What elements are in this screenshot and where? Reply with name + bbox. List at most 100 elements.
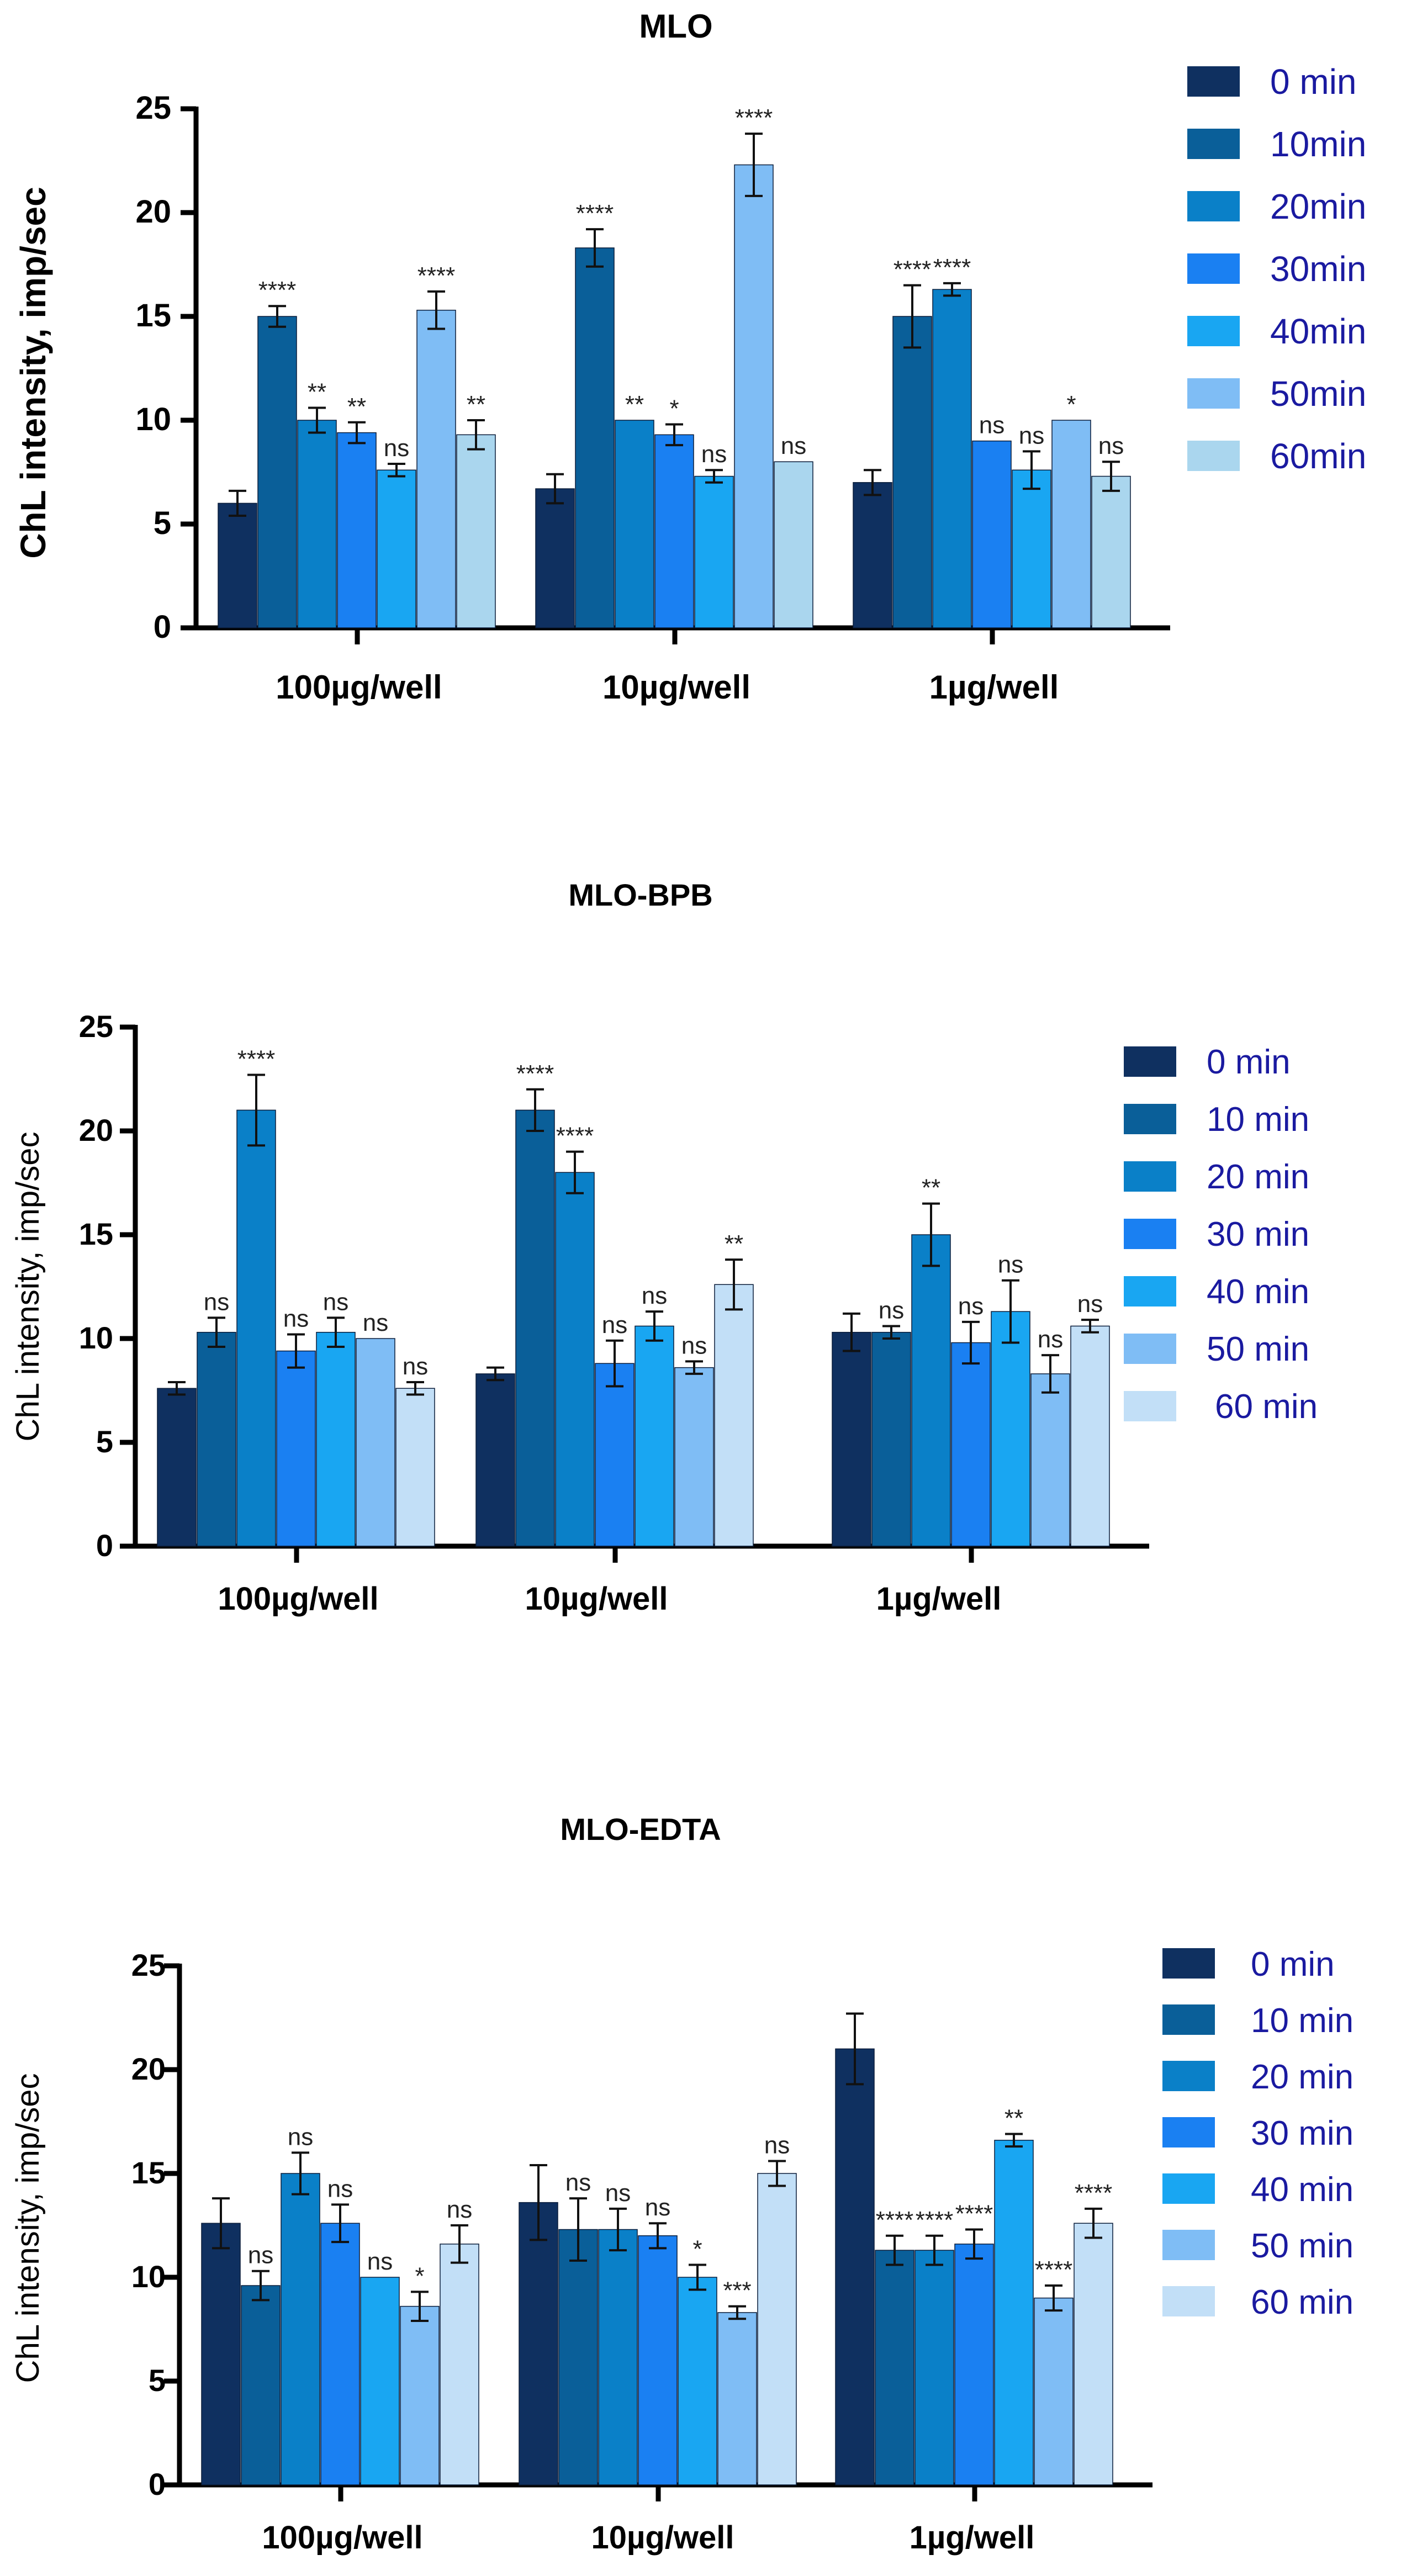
legend-swatch xyxy=(1162,2173,1215,2204)
legend-swatch xyxy=(1124,1046,1176,1077)
legend-swatch xyxy=(1187,316,1240,346)
legend-label: 40min xyxy=(1270,311,1366,351)
significance-label: **** xyxy=(894,256,932,283)
significance-label: ** xyxy=(625,391,644,418)
bar xyxy=(257,316,297,628)
significance-label: ns xyxy=(764,2131,790,2159)
chart-title: MLO-EDTA xyxy=(560,1812,721,1847)
x-tick-label: 1µg/well xyxy=(876,1581,1002,1617)
legend-label: 30 min xyxy=(1207,1215,1309,1253)
bar xyxy=(416,309,456,628)
bar xyxy=(1070,1325,1110,1547)
x-tick-label: 1µg/well xyxy=(910,2520,1035,2556)
legend-swatch xyxy=(1162,2117,1215,2147)
x-tick-label: 100µg/well xyxy=(218,1581,378,1617)
significance-label: **** xyxy=(876,2207,914,2234)
bar xyxy=(337,432,377,628)
significance-label: ** xyxy=(467,391,485,418)
significance-label: **** xyxy=(556,1123,594,1150)
bar xyxy=(276,1350,316,1547)
legend-swatch xyxy=(1162,2286,1215,2316)
legend-swatch xyxy=(1162,2061,1215,2091)
bar xyxy=(377,469,416,628)
bar xyxy=(201,2223,241,2485)
y-tick-label: 5 xyxy=(96,1424,113,1459)
significance-label: ns xyxy=(781,432,806,459)
bar xyxy=(871,1331,911,1547)
bar xyxy=(241,2285,281,2485)
y-tick-labels: 0 5 10 15 20 25 xyxy=(131,1948,166,2501)
x-tick-label: 10µg/well xyxy=(525,1581,668,1617)
bar xyxy=(832,1331,871,1547)
legend-swatch xyxy=(1187,66,1240,97)
significance-label: **** xyxy=(1035,2256,1073,2283)
y-axis-label: ChL intensity, imp/sec xyxy=(10,2074,46,2383)
bar xyxy=(615,420,654,628)
significance-label: ns xyxy=(642,1282,667,1309)
panel-mlo: MLO ChL intensity, imp/sec 0 5 10 15 20 … xyxy=(13,8,1366,706)
legend-label: 50 min xyxy=(1207,1330,1309,1368)
significance-label: ns xyxy=(979,412,1005,439)
bar xyxy=(835,2048,875,2485)
legend-swatch xyxy=(1187,441,1240,471)
legend: 0 min 10 min 20 min 30 min 40 min 50 min… xyxy=(1162,1945,1354,2321)
significance-label: **** xyxy=(576,200,614,227)
bar xyxy=(994,2140,1034,2485)
y-tick-label: 10 xyxy=(131,2259,166,2294)
bar xyxy=(515,1109,555,1547)
significance-label: * xyxy=(669,395,679,422)
y-tick-label: 15 xyxy=(135,298,171,334)
y-tick-label: 20 xyxy=(135,194,171,230)
chart-title: MLO-BPB xyxy=(568,877,712,912)
bar xyxy=(400,2305,440,2485)
y-tick-label: 0 xyxy=(96,1528,113,1563)
significance-label: ns xyxy=(879,1297,904,1324)
panel-mlo-edta: MLO-EDTA ChL intensity, imp/sec 0 5 10 1… xyxy=(10,1812,1354,2556)
y-tick-label: 25 xyxy=(79,1009,113,1044)
legend-swatch xyxy=(1124,1276,1176,1306)
bar xyxy=(954,2244,994,2485)
significance-label: ns xyxy=(403,1353,428,1380)
bar xyxy=(694,475,734,628)
legend-swatch xyxy=(1124,1104,1176,1134)
significance-label: ns xyxy=(681,1332,707,1359)
legend-label: 20 min xyxy=(1251,2058,1354,2096)
bar xyxy=(456,434,496,628)
legend-label: 20 min xyxy=(1207,1158,1309,1196)
y-tick-labels: 0 5 10 15 20 25 xyxy=(135,90,171,645)
bar xyxy=(197,1331,236,1547)
significance-label: **** xyxy=(237,1045,276,1072)
significance-label: ns xyxy=(1098,432,1124,459)
significance-label: **** xyxy=(1075,2180,1113,2207)
bar xyxy=(1091,475,1131,628)
legend-label: 60 min xyxy=(1251,2283,1354,2321)
y-tick-label: 10 xyxy=(135,401,171,437)
significance-label: **** xyxy=(258,277,297,304)
bar xyxy=(1012,469,1051,628)
significance-label: ns xyxy=(248,2242,273,2269)
bar xyxy=(1074,2223,1113,2485)
chart-title: MLO xyxy=(639,8,712,45)
significance-label: **** xyxy=(955,2201,993,2228)
bar xyxy=(555,1172,595,1547)
bar xyxy=(440,2244,479,2485)
x-tick-label: 100µg/well xyxy=(262,2520,422,2556)
significance-label: ns xyxy=(998,1251,1023,1278)
significance-label: ns xyxy=(1038,1326,1063,1353)
bar xyxy=(678,2277,717,2485)
significance-label: ns xyxy=(283,1305,309,1332)
y-tick-label: 0 xyxy=(154,609,171,645)
x-tick-labels: 100µg/well 10µg/well 1µg/well xyxy=(276,669,1059,706)
legend: 0 min 10min 20min 30min 40min 50min 60mi… xyxy=(1187,62,1366,476)
y-tick-label: 15 xyxy=(131,2155,166,2190)
significance-label: ns xyxy=(288,2123,313,2150)
bar xyxy=(475,1373,515,1547)
y-tick-label: 0 xyxy=(149,2467,166,2501)
legend-swatch xyxy=(1162,2004,1215,2035)
bar xyxy=(853,482,892,628)
significance-label: ns xyxy=(958,1293,984,1320)
significance-label: **** xyxy=(735,104,773,131)
significance-label: ns xyxy=(363,1309,388,1336)
